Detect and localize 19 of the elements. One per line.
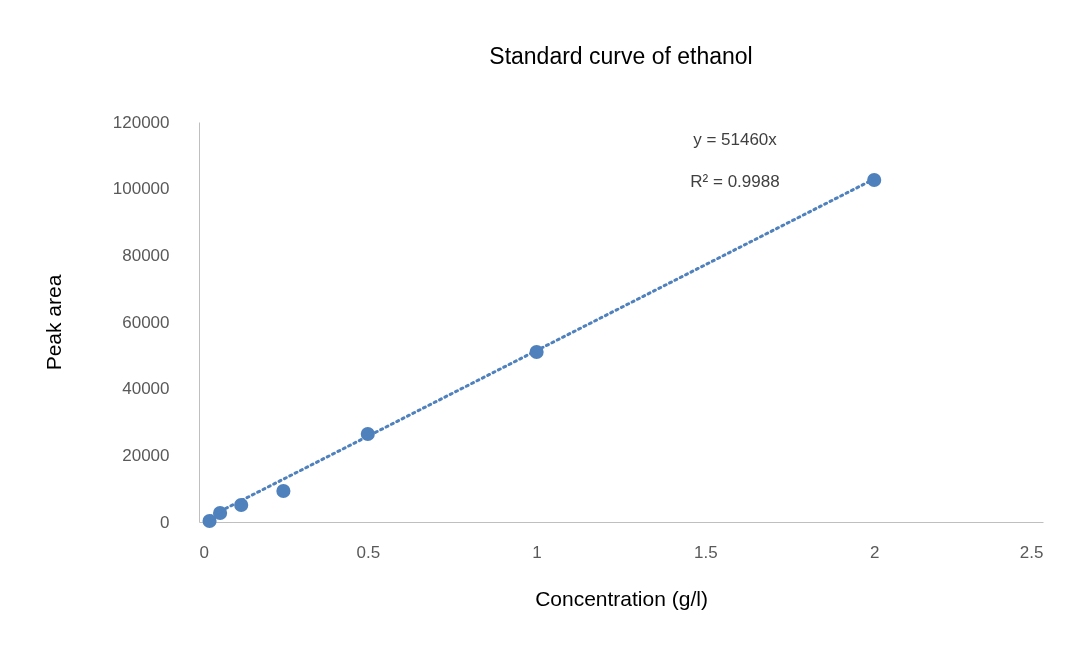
point <box>276 483 291 499</box>
y-tick-label: 100000 <box>112 179 170 199</box>
y-tick-label: 20000 <box>122 445 170 465</box>
x-tick-label: 2 <box>869 542 880 562</box>
chart-title: Standard curve of ethanol <box>489 43 753 69</box>
x-axis-title: Concentration (g/l) <box>535 586 708 610</box>
x-tick-label: 1 <box>532 542 542 562</box>
y-tick-label: 80000 <box>122 245 170 265</box>
y-tick-label: 40000 <box>122 379 170 399</box>
y-tick-label: 60000 <box>122 312 170 332</box>
y-axis-title: Peak area <box>41 274 65 371</box>
annotation: y = 51460x <box>693 130 778 149</box>
annotation: R² = 0.9988 <box>690 172 780 191</box>
x-tick-label: 2.5 <box>1019 542 1044 562</box>
y-tick-label: 0 <box>160 512 170 532</box>
x-tick-label: 0.5 <box>356 542 381 562</box>
y-tick-label: 120000 <box>112 112 170 132</box>
x-tick-label: 1.5 <box>694 542 718 562</box>
x-tick-label: 0 <box>199 542 209 562</box>
